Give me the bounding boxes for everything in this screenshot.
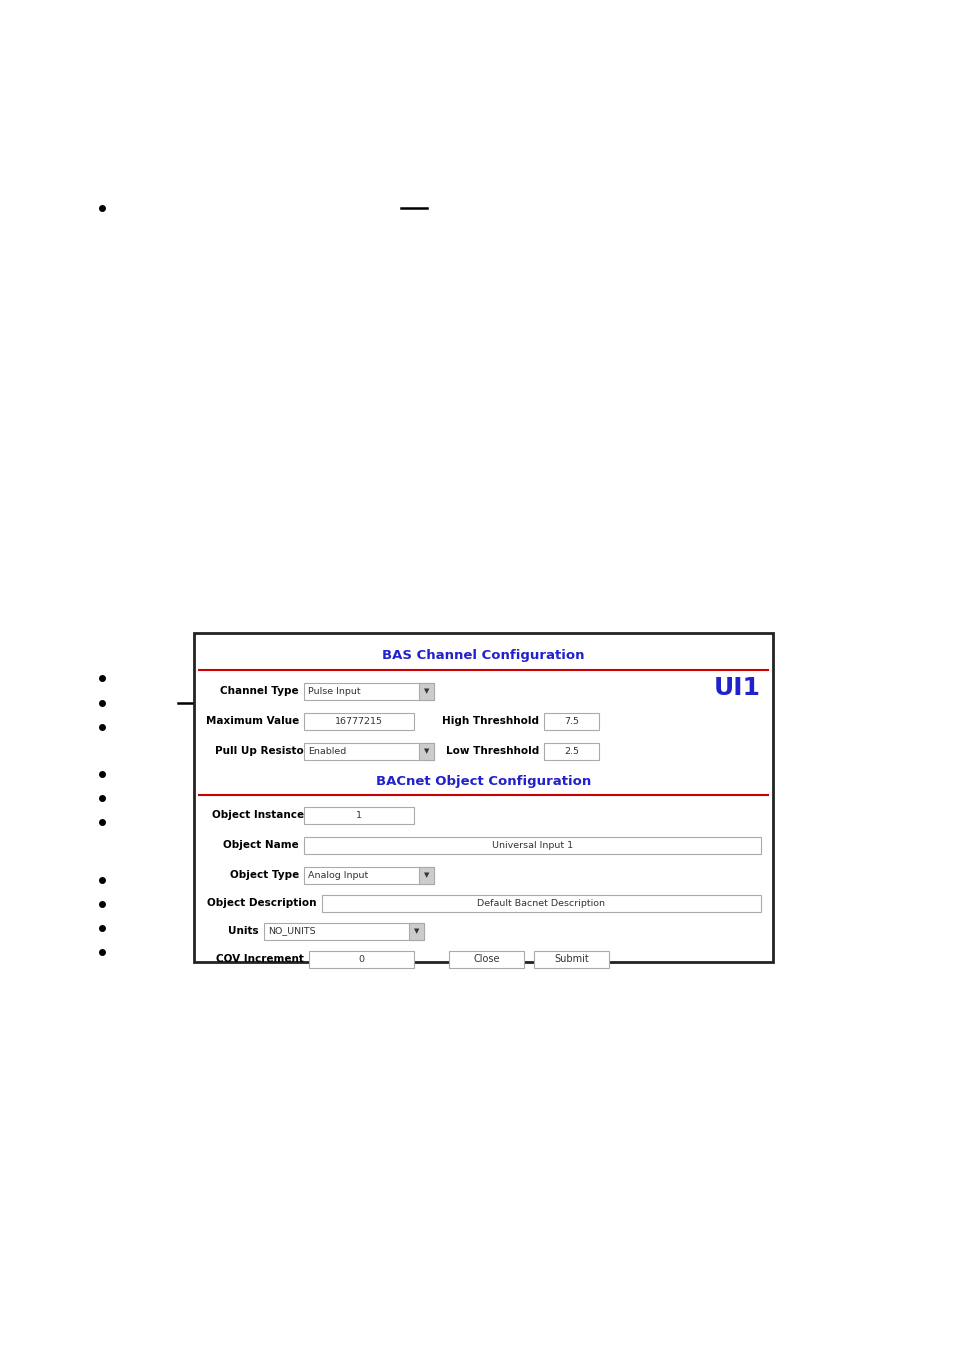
Bar: [418, 743, 434, 760]
Bar: [193, 633, 772, 963]
Bar: [534, 950, 608, 968]
Text: High Threshhold: High Threshhold: [441, 716, 538, 726]
Text: 1: 1: [355, 810, 361, 819]
Text: ▼: ▼: [423, 688, 429, 694]
Bar: [418, 683, 434, 699]
Text: Object Name: Object Name: [223, 840, 298, 850]
Text: 2.5: 2.5: [563, 747, 578, 756]
Bar: [304, 713, 414, 729]
Text: BACnet Object Configuration: BACnet Object Configuration: [375, 775, 591, 787]
Text: ▼: ▼: [423, 872, 429, 878]
Text: BAS Channel Configuration: BAS Channel Configuration: [382, 648, 584, 662]
Text: UI1: UI1: [713, 676, 760, 701]
Bar: [322, 895, 760, 911]
Text: ▼: ▼: [414, 927, 418, 934]
Bar: [304, 683, 434, 699]
Text: Object Type: Object Type: [230, 869, 298, 880]
Text: Default Bacnet Description: Default Bacnet Description: [477, 899, 605, 907]
Text: Object Description: Object Description: [208, 898, 316, 909]
Bar: [543, 743, 598, 760]
Text: Submit: Submit: [554, 954, 588, 964]
Text: Channel Type: Channel Type: [220, 686, 298, 697]
Bar: [543, 713, 598, 729]
Text: Object Instance: Object Instance: [212, 810, 304, 819]
Text: ▼: ▼: [423, 748, 429, 755]
Text: COV Increment: COV Increment: [216, 954, 304, 964]
Bar: [409, 922, 423, 940]
Text: NO_UNITS: NO_UNITS: [268, 926, 315, 936]
Text: Analog Input: Analog Input: [308, 871, 368, 879]
Bar: [309, 950, 414, 968]
Bar: [304, 806, 414, 824]
Text: Enabled: Enabled: [308, 747, 346, 756]
Text: Pull Up Resistor: Pull Up Resistor: [214, 747, 309, 756]
Text: 0: 0: [358, 954, 364, 964]
Text: Units: Units: [228, 926, 258, 936]
Bar: [264, 922, 423, 940]
Bar: [418, 867, 434, 883]
Text: Low Threshhold: Low Threshhold: [445, 747, 538, 756]
Text: Close: Close: [473, 954, 499, 964]
Text: Maximum Value: Maximum Value: [206, 716, 298, 726]
Text: 7.5: 7.5: [563, 717, 578, 725]
Text: Universal Input 1: Universal Input 1: [492, 841, 573, 849]
Bar: [304, 867, 434, 883]
Bar: [449, 950, 523, 968]
Bar: [304, 743, 434, 760]
Text: Pulse Input: Pulse Input: [308, 687, 360, 695]
Bar: [304, 837, 760, 853]
Text: 16777215: 16777215: [335, 717, 382, 725]
